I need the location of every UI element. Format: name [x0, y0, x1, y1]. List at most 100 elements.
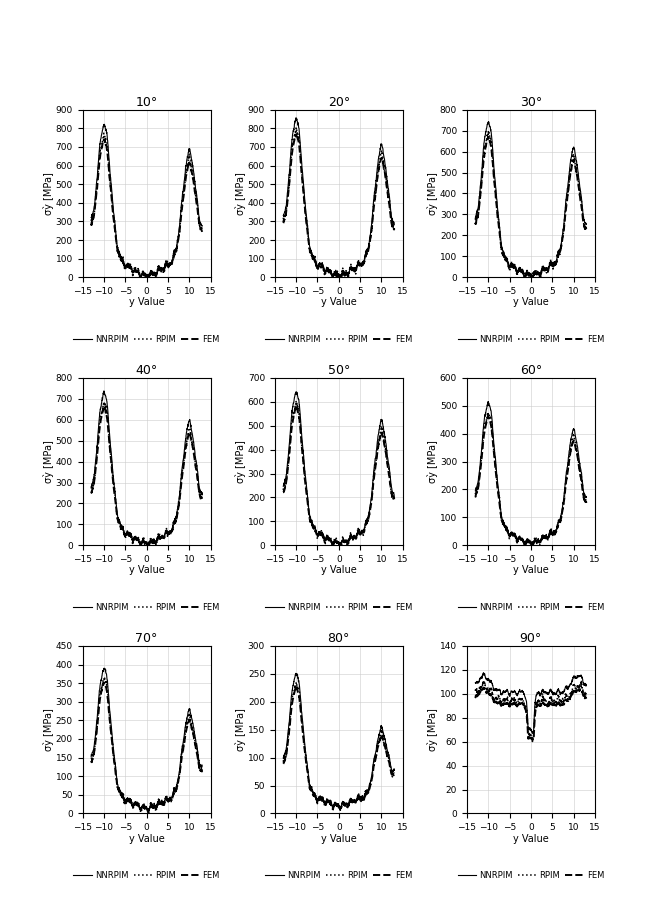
Legend: NNRPIM, RPIM, FEM: NNRPIM, RPIM, FEM [262, 868, 415, 884]
RPIM [144, 540, 152, 551]
FEM [354, 260, 362, 271]
NNRPIM [330, 269, 338, 280]
RPIM [522, 537, 530, 547]
RPIM [500, 518, 508, 529]
Legend: NNRPIM, RPIM, FEM: NNRPIM, RPIM, FEM [454, 600, 607, 615]
RPIM [500, 248, 508, 259]
RPIM [491, 459, 499, 470]
NNRPIM [198, 220, 206, 231]
RPIM [308, 250, 316, 260]
NNRPIM [491, 176, 499, 187]
NNRPIM [500, 686, 508, 697]
NNRPIM [153, 267, 161, 278]
FEM [308, 519, 316, 530]
FEM [484, 410, 492, 421]
X-axis label: y Value: y Value [129, 297, 165, 307]
Line: NNRPIM: NNRPIM [91, 124, 202, 277]
RPIM [354, 524, 362, 535]
FEM [198, 765, 206, 776]
NNRPIM [555, 687, 563, 698]
NNRPIM [529, 271, 537, 282]
X-axis label: y Value: y Value [513, 297, 549, 307]
NNRPIM [491, 684, 499, 695]
FEM [528, 271, 536, 282]
NNRPIM [471, 485, 479, 496]
FEM [145, 805, 153, 816]
RPIM [162, 526, 170, 537]
RPIM [87, 753, 95, 764]
NNRPIM [143, 271, 151, 282]
RPIM [522, 270, 529, 281]
RPIM [308, 515, 316, 526]
RPIM [330, 269, 338, 280]
FEM [280, 759, 288, 770]
FEM [330, 801, 338, 812]
Line: RPIM: RPIM [475, 412, 586, 546]
RPIM [107, 186, 115, 197]
NNRPIM [87, 482, 95, 493]
RPIM [522, 703, 529, 714]
Title: 20°: 20° [328, 96, 350, 109]
RPIM [280, 484, 288, 495]
FEM [116, 251, 124, 262]
NNRPIM [308, 784, 316, 795]
RPIM [330, 537, 338, 548]
NNRPIM [171, 513, 179, 524]
NNRPIM [107, 444, 115, 455]
RPIM [471, 686, 479, 696]
NNRPIM [116, 515, 124, 526]
Y-axis label: σỳ [MPa]: σỳ [MPa] [43, 172, 54, 215]
FEM [491, 461, 499, 472]
FEM [171, 516, 179, 527]
RPIM [137, 804, 145, 815]
NNRPIM [345, 267, 353, 278]
NNRPIM [107, 718, 115, 729]
Line: FEM: FEM [91, 683, 202, 811]
NNRPIM [299, 445, 307, 456]
FEM [500, 251, 508, 262]
NNRPIM [582, 680, 590, 691]
FEM [171, 248, 179, 259]
NNRPIM [336, 802, 344, 813]
X-axis label: y Value: y Value [321, 566, 357, 576]
Y-axis label: σỳ [MPa]: σỳ [MPa] [428, 172, 438, 215]
NNRPIM [292, 112, 300, 123]
Line: FEM: FEM [284, 407, 394, 545]
RPIM [529, 736, 537, 747]
NNRPIM [153, 799, 161, 810]
Line: FEM: FEM [475, 137, 586, 277]
NNRPIM [471, 677, 479, 688]
RPIM [345, 534, 353, 545]
FEM [162, 794, 170, 805]
FEM [354, 793, 362, 804]
Line: RPIM: RPIM [475, 681, 586, 741]
Legend: NNRPIM, RPIM, FEM: NNRPIM, RPIM, FEM [70, 332, 223, 347]
Line: NNRPIM: NNRPIM [475, 401, 586, 546]
FEM [330, 271, 338, 282]
RPIM [198, 222, 206, 233]
RPIM [100, 673, 108, 684]
RPIM [171, 248, 179, 259]
FEM [308, 786, 316, 797]
NNRPIM [364, 786, 371, 797]
NNRPIM [582, 492, 590, 503]
Legend: NNRPIM, RPIM, FEM: NNRPIM, RPIM, FEM [70, 868, 223, 884]
Line: FEM: FEM [475, 687, 586, 740]
X-axis label: y Value: y Value [129, 566, 165, 576]
FEM [336, 803, 344, 814]
Y-axis label: σỳ [MPa]: σỳ [MPa] [235, 708, 247, 751]
RPIM [137, 269, 145, 280]
FEM [546, 260, 554, 271]
RPIM [336, 806, 344, 817]
RPIM [390, 494, 398, 505]
FEM [364, 248, 371, 259]
NNRPIM [116, 250, 124, 260]
RPIM [280, 214, 288, 225]
FEM [390, 769, 398, 780]
FEM [162, 260, 170, 271]
NNRPIM [522, 537, 529, 548]
NNRPIM [582, 218, 590, 229]
FEM [308, 250, 316, 261]
Line: RPIM: RPIM [91, 678, 202, 813]
RPIM [522, 540, 529, 551]
